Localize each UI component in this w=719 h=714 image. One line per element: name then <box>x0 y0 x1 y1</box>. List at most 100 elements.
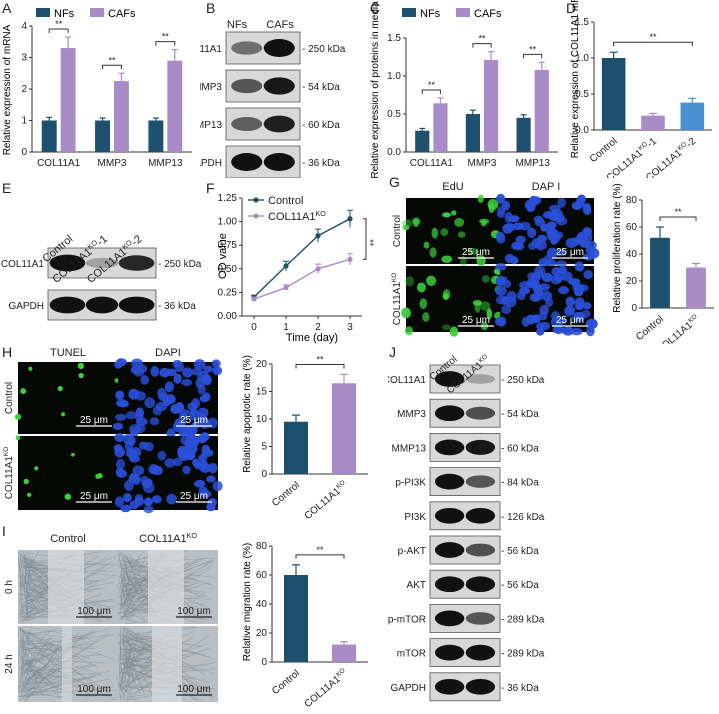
stained-cell <box>451 210 456 215</box>
significance-mark: ** <box>649 32 657 42</box>
legend-label: COL11A1KO <box>268 210 326 223</box>
nucleus <box>586 318 598 329</box>
significance-bracket <box>422 90 440 94</box>
scale-bar-label: 25 μm <box>80 491 108 502</box>
scale-bar-label: 25 μm <box>556 315 584 326</box>
data-point <box>347 216 352 221</box>
nucleus <box>124 480 134 491</box>
nucleus <box>115 391 124 400</box>
nucleus <box>497 316 507 326</box>
chart-C: NFs CAFs Relative expression of proteins… <box>366 0 566 178</box>
nucleus <box>528 242 536 250</box>
stained-cell <box>78 373 83 378</box>
nucleus <box>194 480 205 488</box>
blot-protein-label: GAPDH <box>200 158 222 169</box>
blot-size-label: - 84 kDa <box>501 478 539 489</box>
x-tick-label: MMP13 <box>515 158 550 169</box>
nucleus <box>143 483 155 493</box>
legend-swatch-nfs <box>36 8 50 17</box>
blot-protein-label: mTOR <box>397 649 426 660</box>
nucleus <box>150 417 159 425</box>
bar-nfs <box>415 131 429 152</box>
y-tick-label: 0.5 <box>575 89 589 100</box>
stained-cell <box>431 228 438 239</box>
blot-col-header: CAFs <box>266 19 294 31</box>
blot-size-label: - 54 kDa <box>302 82 340 93</box>
nucleus <box>182 466 190 475</box>
nucleus <box>140 375 149 385</box>
x-axis-title: Time (day) <box>286 332 338 344</box>
nucleus <box>530 273 540 283</box>
scale-bar-label: 25 μm <box>80 415 108 426</box>
significance-mark: ** <box>428 80 436 90</box>
nucleus <box>134 497 144 507</box>
nucleus <box>187 444 198 453</box>
bar <box>284 575 308 662</box>
nucleus <box>148 464 159 474</box>
x-tick-label: MMP3 <box>98 158 127 169</box>
blot-band <box>264 39 295 57</box>
x-tick-label: 1 <box>283 322 289 333</box>
significance-mark: ** <box>316 545 324 555</box>
nucleus <box>153 406 162 416</box>
stained-cell <box>15 414 21 420</box>
bar <box>332 645 356 662</box>
data-point <box>283 285 288 290</box>
micrograph-row-label: COL11A1KO <box>391 273 403 326</box>
blot-band <box>119 297 155 314</box>
blot-size-label: - 60 kDa <box>501 443 539 454</box>
nucleus <box>115 496 124 507</box>
blot-band <box>435 542 464 558</box>
nucleus <box>506 291 516 302</box>
significance-mark: ** <box>108 55 116 65</box>
significance-bracket <box>296 555 344 559</box>
scale-bar-label: 25 μm <box>462 315 490 326</box>
y-tick-label: 1.0 <box>387 71 401 82</box>
scale-bar-label: 25 μm <box>462 247 490 258</box>
y-tick-label: 60 <box>256 570 268 581</box>
blot-protein-label: COL11A1 <box>1 259 45 270</box>
nucleus <box>208 418 218 429</box>
blot-protein-label: PI3K <box>404 512 426 523</box>
y-tick-label: 1.5 <box>575 17 589 28</box>
nucleus <box>534 293 543 301</box>
stained-cell <box>20 388 26 394</box>
plot-area: 0.00.51.01.5**COL11A1**MMP3**MMP13 <box>387 33 558 169</box>
stained-cell <box>61 412 65 416</box>
stained-cell <box>442 324 451 330</box>
blot-size-label: - 289 kDa <box>501 649 545 660</box>
y-tick-label: 3 <box>21 53 27 64</box>
nucleus <box>501 201 510 211</box>
y-tick-label: 20 <box>256 628 268 639</box>
bar <box>650 238 670 308</box>
blot-size-label: - 36 kDa <box>158 301 196 312</box>
stained-cell <box>441 228 449 236</box>
stained-cell <box>71 453 75 457</box>
nucleus <box>163 397 172 406</box>
chart-D: Relative expression of COL11A1 mRNA 0.00… <box>560 0 719 178</box>
blot-protein-label: GAPDH <box>390 683 426 694</box>
nucleus <box>571 328 583 336</box>
bar-cafs <box>484 60 498 152</box>
legend-swatch-cafs <box>90 8 104 17</box>
series-line-1 <box>254 259 350 299</box>
nucleus <box>182 367 193 377</box>
blot-size-label: - 250 kDa <box>158 259 202 270</box>
stained-cell <box>443 289 451 300</box>
micrograph-col-header: DAP I <box>532 181 561 193</box>
scratch-gap <box>62 626 72 702</box>
blot-col-header: NFs <box>227 19 248 31</box>
chart-F: OD value Time (day) 0.000.250.500.751.00… <box>200 178 390 344</box>
data-point <box>347 257 352 262</box>
chart-A: NFs CAFs Relative expression of mRNA 012… <box>0 0 200 178</box>
bar-nfs <box>466 114 480 152</box>
nucleus <box>541 291 552 301</box>
stained-cell <box>442 212 451 217</box>
scale-bar-label: 100 μm <box>177 684 211 695</box>
y-tick-label: 0.0 <box>387 147 401 158</box>
blot-protein-label: COL11A1 <box>200 44 222 55</box>
blot-band <box>466 645 495 661</box>
stained-cell <box>458 231 466 237</box>
stained-cell <box>474 302 480 313</box>
